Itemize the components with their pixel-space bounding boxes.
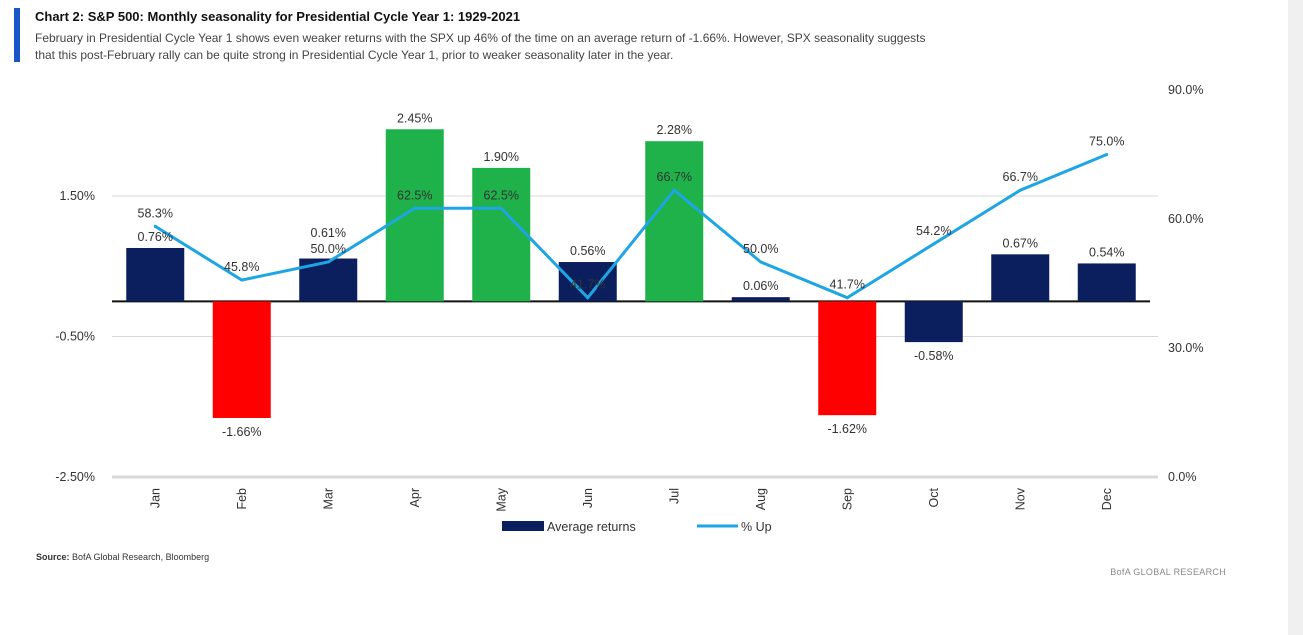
bar-value-label: 0.06% xyxy=(743,279,778,293)
pct-up-value-label: 58.3% xyxy=(138,206,173,220)
pct-up-point xyxy=(240,278,244,282)
x-tick-label: Sep xyxy=(840,488,854,510)
x-tick-label: Jan xyxy=(148,488,162,508)
bar-sep xyxy=(818,301,877,416)
legend: Average returns % Up xyxy=(502,520,772,534)
bar-aug xyxy=(731,297,790,302)
bar-value-label: 0.61% xyxy=(311,226,346,240)
right-axis-tick-label: 60.0% xyxy=(1168,212,1203,226)
pct-up-value-label: 66.7% xyxy=(1003,170,1038,184)
pct-up-point xyxy=(413,206,417,210)
left-axis-tick-label: -2.50% xyxy=(55,470,95,484)
pct-up-point xyxy=(845,296,849,300)
scrollbar[interactable] xyxy=(1288,0,1303,635)
pct-up-line xyxy=(154,153,1108,300)
left-axis-tick-label: 1.50% xyxy=(60,189,95,203)
right-axis-tick-label: 30.0% xyxy=(1168,341,1203,355)
legend-label-average-returns: Average returns xyxy=(547,520,636,534)
source-note: Source: BofA Global Research, Bloomberg xyxy=(36,552,209,562)
chart-title: Chart 2: S&P 500: Monthly seasonality fo… xyxy=(35,9,520,24)
bar-value-label: 0.76% xyxy=(138,230,173,244)
pct-up-value-label: 54.2% xyxy=(916,224,951,238)
bar-feb xyxy=(212,301,271,418)
right-axis-tick-label: 0.0% xyxy=(1168,470,1197,484)
bar-value-label: 0.67% xyxy=(1003,236,1038,250)
x-tick-label: Jul xyxy=(667,488,681,504)
pct-up-value-label: 66.7% xyxy=(657,170,692,184)
pct-up-point xyxy=(499,206,503,210)
x-tick-label: Jun xyxy=(581,488,595,508)
source-text: BofA Global Research, Bloomberg xyxy=(70,552,210,562)
bar-jun xyxy=(558,262,617,302)
pct-up-value-label: 50.0% xyxy=(743,242,778,256)
x-tick-label: Apr xyxy=(408,488,422,507)
bar-jan xyxy=(126,247,185,302)
bar-value-label: 1.90% xyxy=(484,150,519,164)
bar-value-label: -1.62% xyxy=(827,422,867,436)
bar-jul xyxy=(645,141,704,302)
bar-apr xyxy=(385,129,444,302)
pct-up-point xyxy=(1105,153,1109,156)
x-tick-label: Feb xyxy=(235,488,249,510)
pct-up-value-label: 75.0% xyxy=(1089,135,1124,149)
legend-label-pct-up: % Up xyxy=(741,520,772,534)
x-tick-label: Mar xyxy=(321,488,335,510)
pct-up-value-label: 62.5% xyxy=(397,188,432,202)
pct-up-point xyxy=(759,260,763,264)
pct-up-value-label: 45.8% xyxy=(224,260,259,274)
pct-up-value-label: 41.7% xyxy=(830,278,865,292)
bar-may xyxy=(472,167,531,302)
brand-label: BofA GLOBAL RESEARCH xyxy=(1110,567,1226,577)
legend-swatch-average-returns xyxy=(502,521,544,531)
pct-up-point xyxy=(153,224,157,228)
x-tick-label: Dec xyxy=(1100,488,1114,510)
chart-subtitle-line-1: February in Presidential Cycle Year 1 sh… xyxy=(35,31,925,45)
bar-value-label: -1.66% xyxy=(222,425,262,439)
bar-value-label: 0.56% xyxy=(570,244,605,258)
left-axis-tick-label: -0.50% xyxy=(55,330,95,344)
pct-up-point xyxy=(672,188,676,192)
pct-up-point xyxy=(932,242,936,246)
chart-subtitle-line-2: that this post-February rally can be qui… xyxy=(35,48,673,62)
accent-bar xyxy=(14,8,20,62)
x-tick-label: Oct xyxy=(927,487,941,507)
x-tick-label: Aug xyxy=(754,488,768,510)
pct-up-point xyxy=(1018,188,1022,192)
bar-value-label: 0.54% xyxy=(1089,245,1124,259)
x-tick-label: Nov xyxy=(1013,487,1027,510)
bar-value-label: -0.58% xyxy=(914,349,954,363)
bar-dec xyxy=(1077,263,1136,302)
pct-up-point xyxy=(326,260,330,264)
bar-nov xyxy=(991,254,1050,302)
pct-up-point xyxy=(586,296,590,300)
right-axis-tick-label: 90.0% xyxy=(1168,83,1203,97)
bar-value-label: 2.45% xyxy=(397,111,432,125)
source-label: Source: xyxy=(36,552,70,562)
bar-value-label: 2.28% xyxy=(657,123,692,137)
x-tick-label: May xyxy=(494,487,508,511)
bar-oct xyxy=(904,301,963,343)
pct-up-value-label: 50.0% xyxy=(311,242,346,256)
pct-up-value-label: 41.7% xyxy=(570,278,605,292)
pct-up-value-label: 62.5% xyxy=(484,188,519,202)
